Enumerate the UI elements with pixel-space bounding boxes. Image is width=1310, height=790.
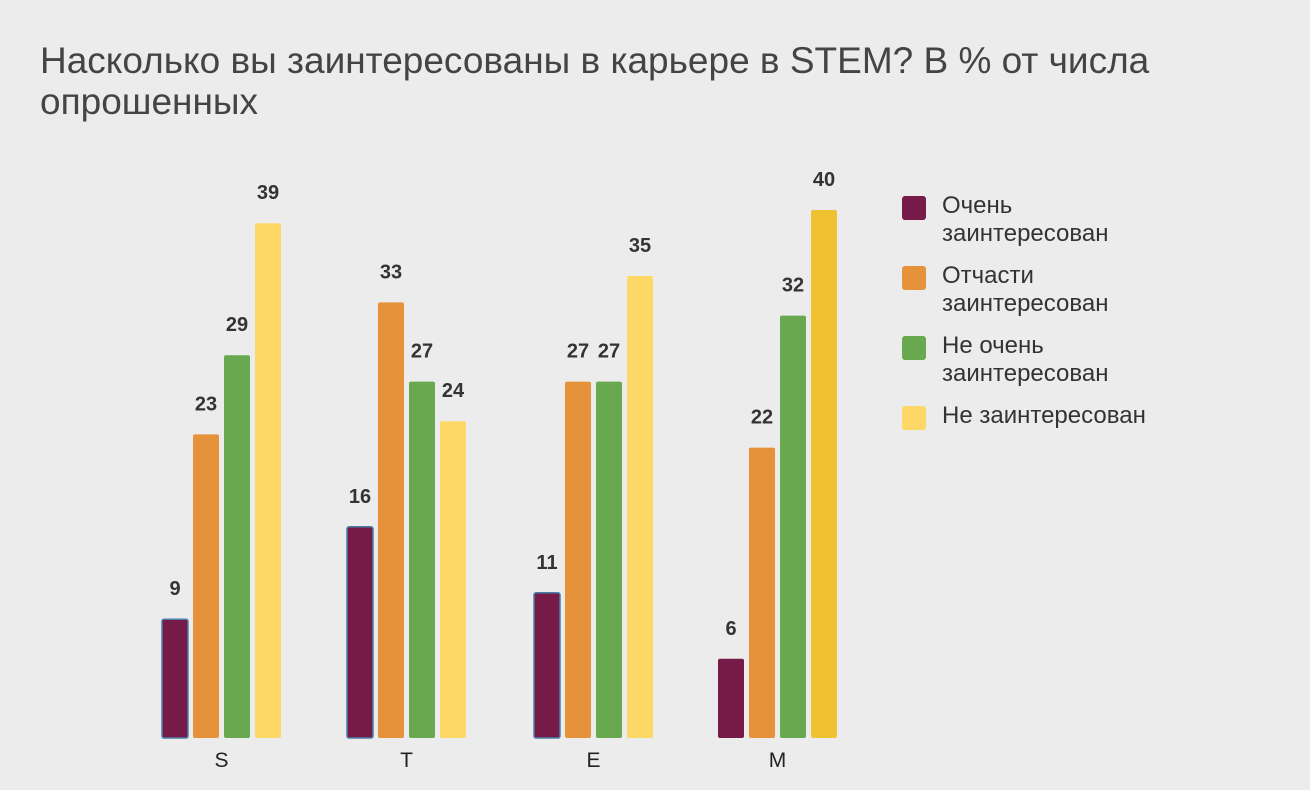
legend-swatch-not-very-interested xyxy=(902,336,926,360)
value-label-s-not-very-interested: 29 xyxy=(226,314,248,336)
value-label-e-not-very-interested: 27 xyxy=(598,341,620,363)
bar-t-somewhat-interested xyxy=(378,302,404,738)
value-label-m-not-interested: 40 xyxy=(813,169,835,191)
value-label-t-somewhat-interested: 33 xyxy=(380,261,402,283)
legend-label-very-interested: Очень заинтересован xyxy=(942,192,1109,247)
value-label-e-somewhat-interested: 27 xyxy=(567,341,589,363)
value-label-m-somewhat-interested: 22 xyxy=(751,407,773,429)
value-label-e-very-interested: 11 xyxy=(536,552,557,574)
value-label-t-very-interested: 16 xyxy=(349,486,371,508)
bar-t-not-very-interested xyxy=(409,381,435,738)
value-label-t-not-very-interested: 27 xyxy=(411,341,433,363)
value-label-m-very-interested: 6 xyxy=(725,618,736,640)
bar-t-not-interested xyxy=(440,421,466,738)
legend-swatch-very-interested xyxy=(902,196,926,220)
bar-m-not-very-interested xyxy=(780,315,806,738)
legend-item-somewhat-interested: Отчасти заинтересован xyxy=(902,262,1282,318)
legend-label-somewhat-interested: Отчасти заинтересован xyxy=(942,262,1109,317)
bar-s-very-interested xyxy=(161,618,189,739)
legend-item-very-interested: Очень заинтересован xyxy=(902,192,1282,248)
bar-e-not-very-interested xyxy=(596,381,622,738)
value-label-m-not-very-interested: 32 xyxy=(782,275,804,297)
bar-m-somewhat-interested xyxy=(749,447,775,738)
legend-label-not-very-interested: Не очень заинтересован xyxy=(942,332,1109,387)
value-label-t-not-interested: 24 xyxy=(442,380,465,402)
legend-swatch-somewhat-interested xyxy=(902,266,926,290)
value-label-e-not-interested: 35 xyxy=(629,235,651,257)
bar-s-not-very-interested xyxy=(224,355,250,738)
legend-swatch-not-interested xyxy=(902,406,926,430)
legend: Очень заинтересован Отчасти заинтересова… xyxy=(902,192,1282,444)
bar-e-very-interested xyxy=(533,592,561,739)
x-tick-label-m: M xyxy=(769,749,787,772)
value-labels-layer: 9 23 29 39 16 33 27 24 11 27 27 35 6 22 32 40 xyxy=(169,169,835,640)
bar-s-not-interested xyxy=(255,223,281,738)
legend-label-not-interested: Не заинтересован xyxy=(942,402,1146,429)
value-label-s-very-interested: 9 xyxy=(169,578,180,600)
bar-e-somewhat-interested xyxy=(565,381,591,738)
value-label-s-somewhat-interested: 23 xyxy=(195,393,217,415)
bar-s-somewhat-interested xyxy=(193,434,219,738)
bar-e-not-interested xyxy=(627,276,653,738)
chart-title: Насколько вы заинтересованы в карьере в … xyxy=(40,40,1150,122)
bar-t-very-interested xyxy=(346,526,374,739)
x-tick-label-t: T xyxy=(400,749,413,772)
x-tick-label-s: S xyxy=(214,749,228,772)
x-tick-label-e: E xyxy=(586,749,600,772)
bar-m-not-interested xyxy=(811,210,837,738)
bars-layer xyxy=(161,210,837,739)
bar-m-very-interested xyxy=(718,658,744,738)
legend-item-not-interested: Не заинтересован xyxy=(902,402,1282,430)
legend-item-not-very-interested: Не очень заинтересован xyxy=(902,332,1282,388)
value-label-s-not-interested: 39 xyxy=(257,182,279,204)
